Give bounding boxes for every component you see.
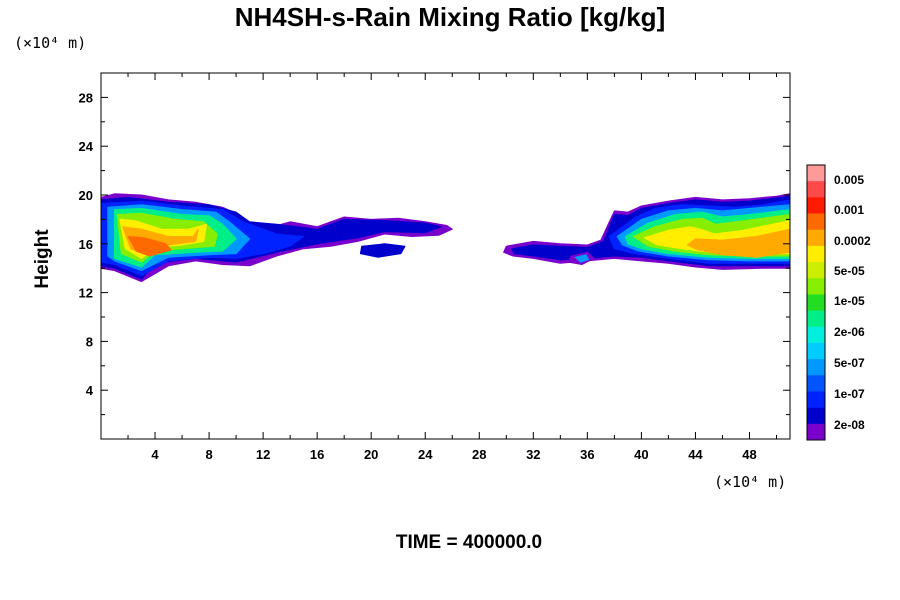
x-tick-label: 8 xyxy=(205,447,212,462)
x-tick-label: 36 xyxy=(580,447,594,462)
colorbar-swatch xyxy=(807,342,825,360)
contour-region xyxy=(359,243,406,258)
x-tick-label: 20 xyxy=(364,447,378,462)
plot-frame xyxy=(100,72,791,440)
x-tick-label: 24 xyxy=(418,447,433,462)
colorbar-swatch xyxy=(807,326,825,344)
y-axis-unit-label: (×10⁴ m) xyxy=(14,34,87,52)
x-tick-label: 4 xyxy=(151,447,159,462)
y-tick-label: 4 xyxy=(86,383,94,398)
colorbar-swatch xyxy=(807,391,825,408)
colorbar-swatch xyxy=(807,407,825,425)
colorbar-label: 5e-05 xyxy=(834,264,865,278)
x-axis-unit-label: (×10⁴ m) xyxy=(714,473,787,491)
x-tick-label: 28 xyxy=(472,447,486,462)
colorbar-label: 0.0002 xyxy=(834,234,871,248)
colorbar-swatch xyxy=(807,262,825,279)
colorbar-swatch xyxy=(807,165,825,182)
colorbar-swatch xyxy=(807,294,825,311)
colorbar-swatch xyxy=(807,423,825,441)
colorbar-label: 2e-06 xyxy=(834,325,865,339)
colorbar: 0.005 0.001 0.0002 5e-05 1e-05 2e-06 5e-07 1e-0… xyxy=(806,164,871,441)
colorbar-swatch xyxy=(807,181,825,198)
contour-region xyxy=(574,254,590,263)
x-tick-label: 44 xyxy=(688,447,703,462)
colorbar-swatch xyxy=(807,213,825,231)
contour-region xyxy=(127,236,172,257)
time-footer: TIME = 400000.0 xyxy=(395,532,543,553)
colorbar-label: 0.005 xyxy=(834,173,864,187)
colorbar-label: 5e-07 xyxy=(834,356,865,370)
colorbar-label: 1e-07 xyxy=(834,387,865,401)
chart-title: NH4SH-s-Rain Mixing Ratio [kg/kg] xyxy=(234,2,666,32)
contour-region xyxy=(686,228,790,258)
y-tick-label: 20 xyxy=(79,188,93,203)
x-tick-label: 40 xyxy=(634,447,648,462)
y-tick-label: 28 xyxy=(79,90,93,105)
x-tick-label: 32 xyxy=(526,447,540,462)
y-tick-label: 8 xyxy=(86,334,93,349)
x-tick-label: 16 xyxy=(310,447,324,462)
colorbar-label: 0.001 xyxy=(834,203,864,217)
colorbar-swatch xyxy=(807,359,825,376)
colorbar-swatch xyxy=(807,245,825,263)
y-tick-label: 16 xyxy=(79,237,93,252)
x-tick-label: 12 xyxy=(256,447,270,462)
colorbar-swatch xyxy=(807,229,825,247)
colorbar-label: 1e-05 xyxy=(834,294,865,308)
colorbar-swatch xyxy=(807,375,825,392)
colorbar-swatch xyxy=(807,278,825,295)
colorbar-swatch xyxy=(807,197,825,214)
colorbar-label: 2e-08 xyxy=(834,418,865,432)
colorbar-frame xyxy=(806,164,826,441)
y-tick-label: 12 xyxy=(79,286,93,301)
y-tick-label: 24 xyxy=(79,139,94,154)
x-tick-label: 48 xyxy=(742,447,756,462)
contour-fields xyxy=(101,193,790,283)
colorbar-swatch xyxy=(807,310,825,328)
